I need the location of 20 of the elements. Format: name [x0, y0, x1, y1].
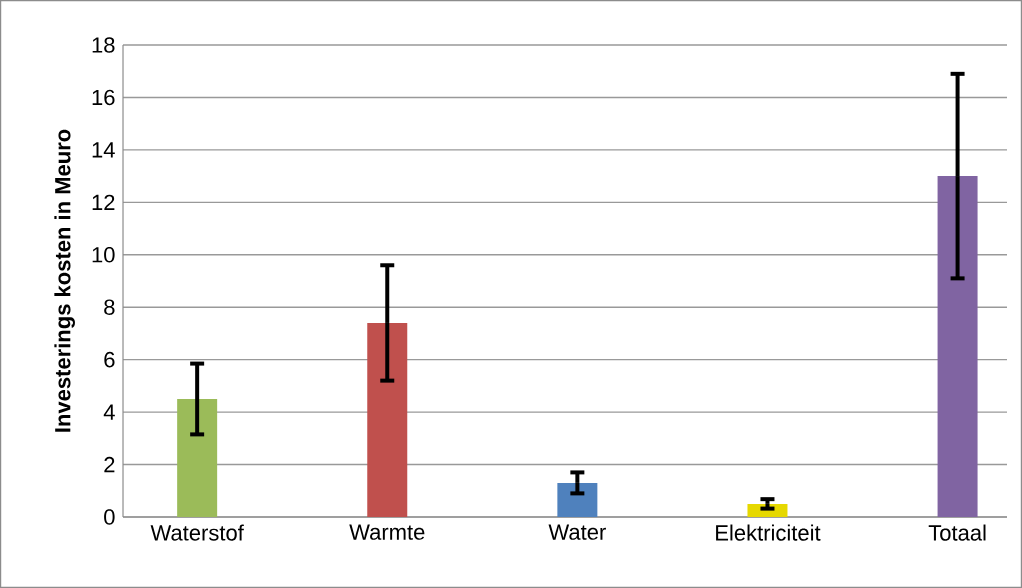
y-tick-label: 10 — [92, 246, 115, 263]
y-tick-label: 12 — [92, 194, 115, 211]
bar — [937, 176, 978, 517]
y-tick-label: 14 — [92, 142, 115, 158]
bar — [177, 398, 218, 517]
y-tick-label: 8 — [104, 299, 115, 315]
y-tick-label: 0 — [104, 509, 115, 525]
x-tick-label: Totaal — [928, 524, 986, 541]
x-tick-label: Waterstof — [150, 524, 244, 541]
x-tick-label: Elektriciteit — [716, 524, 821, 541]
bar — [557, 482, 598, 517]
y-tick-label: 18 — [92, 37, 115, 53]
y-tick-label: 4 — [103, 404, 115, 420]
y-tick-label: 6 — [104, 351, 115, 368]
x-tick-label: Warmte — [349, 524, 425, 540]
y-tick-label: 2 — [104, 456, 115, 473]
y-tick-label: 16 — [92, 89, 115, 106]
bar — [367, 322, 408, 517]
x-tick-label: Water — [548, 524, 606, 540]
y-axis-title: Investerings kosten in Meuro — [54, 129, 75, 432]
